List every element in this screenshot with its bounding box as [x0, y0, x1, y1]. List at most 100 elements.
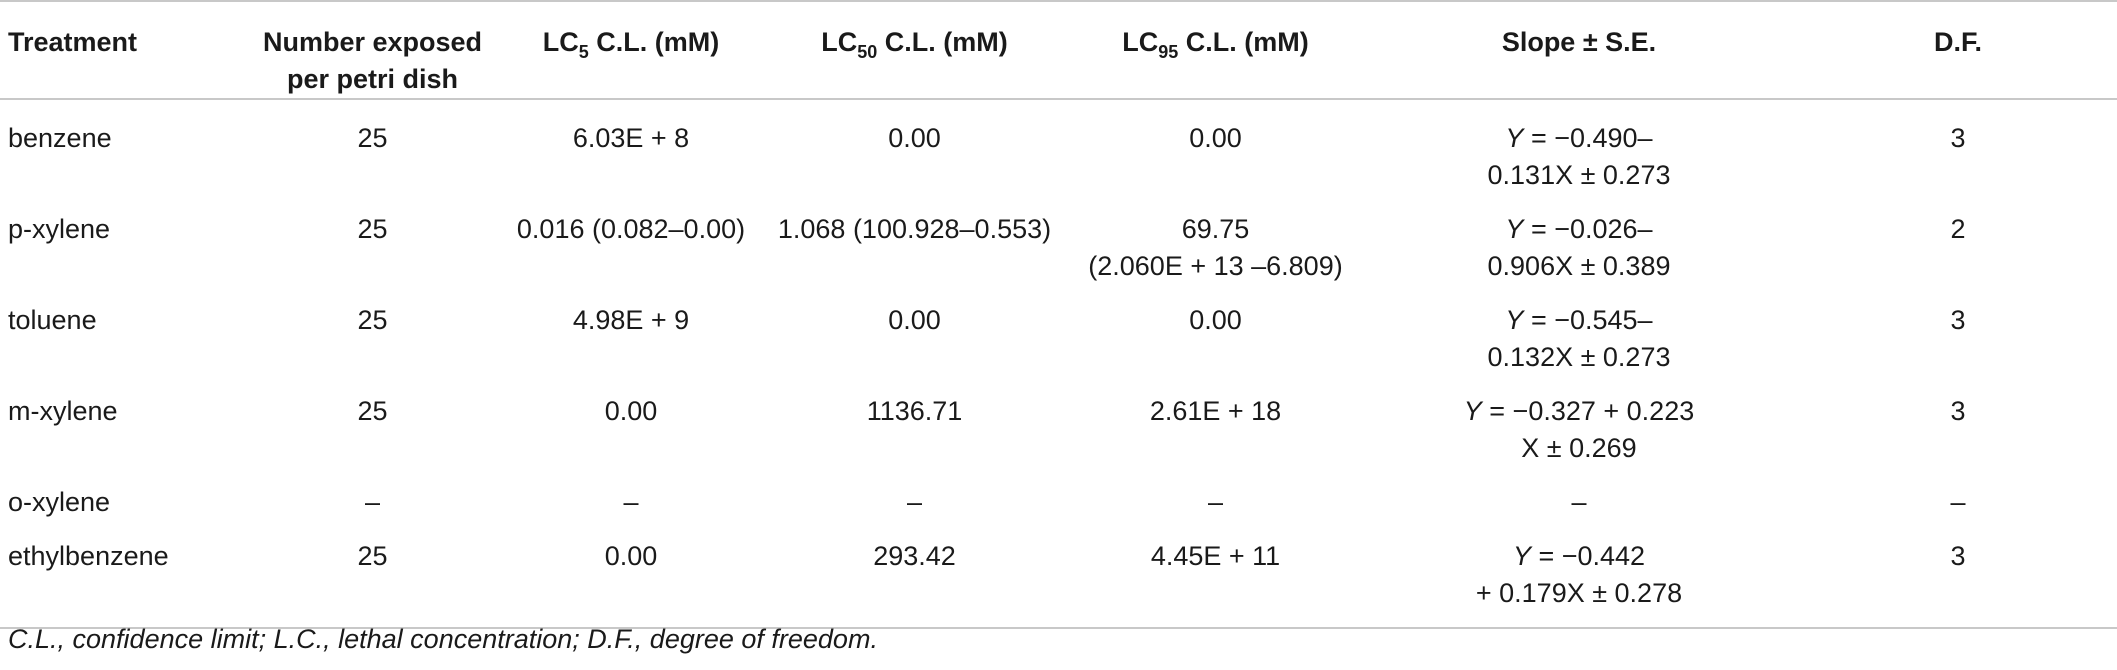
cell-lc95: 2.61E + 18	[1072, 376, 1359, 467]
cell-lc5: –	[505, 467, 757, 521]
slope-line1: Y = −0.490–	[1367, 120, 1791, 157]
lc50-value: 0.00	[888, 305, 941, 335]
slope-equation-part2: 0.132X ± 0.273	[1487, 342, 1671, 372]
cell-lc50: 1136.71	[757, 376, 1072, 467]
lc5-value: 0.00	[604, 396, 658, 426]
slope-line1: –	[1367, 484, 1791, 521]
cell-lc5: 0.00	[505, 376, 757, 467]
df-value: 2	[1950, 214, 1966, 244]
number-exposed-value: –	[364, 487, 381, 517]
treatment-name: ethylbenzene	[8, 541, 169, 571]
lc50-value: 1.068 (100.928–0.553)	[777, 214, 1052, 244]
table-header-row: Treatment Number exposed per petri dish …	[0, 0, 2117, 100]
slope-equation-part1: = −0.026–	[1523, 214, 1653, 244]
cell-number-exposed: 25	[240, 521, 505, 629]
lc50-value: 0.00	[888, 123, 941, 153]
slope-line1: Y = −0.442	[1367, 538, 1791, 575]
cell-lc95: 0.00	[1072, 285, 1359, 376]
slope-equation-part2: X ± 0.269	[1521, 433, 1637, 463]
cell-slope: –	[1359, 467, 1799, 521]
number-exposed-value: 25	[357, 305, 388, 335]
cell-lc5: 4.98E + 9	[505, 285, 757, 376]
treatment-name: toluene	[8, 305, 97, 335]
slope-equation-part1: = −0.490–	[1523, 123, 1653, 153]
table-row: toluene 25 4.98E + 9 0.00 0.00 Y = −0.545– 0.1…	[0, 285, 2117, 376]
header-lc50: LC50 C.L. (mM)	[757, 0, 1072, 100]
lc5-value: 6.03E + 8	[572, 123, 690, 153]
table-row: benzene 25 6.03E + 8 0.00 0.00 Y = −0.490– 0.1…	[0, 99, 2117, 194]
cell-df: 3	[1799, 285, 2117, 376]
cell-df: –	[1799, 467, 2117, 521]
table-row: o-xylene – – – – – –	[0, 467, 2117, 521]
header-lc95-prefix: LC	[1122, 27, 1159, 57]
slope-line1: Y = −0.327 + 0.223	[1367, 393, 1791, 430]
toxicity-table: Treatment Number exposed per petri dish …	[0, 0, 2117, 629]
cell-lc50: 0.00	[757, 285, 1072, 376]
df-value: 3	[1950, 396, 1966, 426]
slope-equation-part1: = −0.442	[1530, 541, 1646, 571]
slope-y-symbol: Y	[1512, 541, 1531, 571]
cell-lc50: 0.00	[757, 99, 1072, 194]
cell-lc50: 293.42	[757, 521, 1072, 629]
cell-df: 3	[1799, 376, 2117, 467]
header-lc5-suffix: C.L. (mM)	[588, 27, 720, 57]
df-value: 3	[1950, 541, 1966, 571]
slope-y-symbol: Y	[1505, 123, 1524, 153]
number-exposed-value: 25	[357, 541, 388, 571]
header-number-exposed-line1: Number exposed	[262, 27, 483, 57]
cell-treatment: o-xylene	[0, 467, 240, 521]
table-row: ethylbenzene 25 0.00 293.42 4.45E + 11 Y = −0…	[0, 521, 2117, 629]
cell-slope: Y = −0.545– 0.132X ± 0.273	[1359, 285, 1799, 376]
treatment-name: m-xylene	[8, 396, 118, 426]
lc95-value-line2: (2.060E + 13 –6.809)	[1088, 251, 1343, 281]
lc95-value-line1: 69.75	[1181, 214, 1250, 244]
slope-equation-part2: + 0.179X ± 0.278	[1475, 578, 1683, 608]
cell-slope: Y = −0.442 + 0.179X ± 0.278	[1359, 521, 1799, 629]
header-lc95-sub: 95	[1158, 42, 1179, 62]
cell-treatment: ethylbenzene	[0, 521, 240, 629]
data-table-container: Treatment Number exposed per petri dish …	[0, 0, 2117, 629]
cell-number-exposed: –	[240, 467, 505, 521]
lc50-value: –	[906, 487, 923, 517]
cell-lc95: –	[1072, 467, 1359, 521]
slope-equation-part1: = −0.327 + 0.223	[1481, 396, 1695, 426]
header-lc50-prefix: LC	[821, 27, 858, 57]
header-lc5: LC5 C.L. (mM)	[505, 0, 757, 100]
slope-y-symbol: Y	[1505, 214, 1524, 244]
cell-number-exposed: 25	[240, 376, 505, 467]
cell-slope: Y = −0.026– 0.906X ± 0.389	[1359, 194, 1799, 285]
lc50-value: 293.42	[873, 541, 956, 571]
cell-lc95: 4.45E + 11	[1072, 521, 1359, 629]
lc95-value-line1: –	[1207, 487, 1224, 517]
header-treatment: Treatment	[0, 0, 240, 100]
treatment-name: o-xylene	[8, 487, 111, 517]
slope-y-symbol: Y	[1505, 305, 1524, 335]
number-exposed-value: 25	[357, 396, 388, 426]
cell-lc5: 6.03E + 8	[505, 99, 757, 194]
slope-line1: Y = −0.026–	[1367, 211, 1791, 248]
cell-slope: Y = −0.327 + 0.223 X ± 0.269	[1359, 376, 1799, 467]
cell-slope: Y = −0.490– 0.131X ± 0.273	[1359, 99, 1799, 194]
table-row: p-xylene 25 0.016 (0.082–0.00) 1.068 (100.9…	[0, 194, 2117, 285]
slope-equation-part1: –	[1571, 487, 1587, 517]
cell-treatment: p-xylene	[0, 194, 240, 285]
slope-line1: Y = −0.545–	[1367, 302, 1791, 339]
header-slope: Slope ± S.E.	[1359, 0, 1799, 100]
lc95-value-line1: 2.61E + 18	[1149, 396, 1282, 426]
cell-number-exposed: 25	[240, 285, 505, 376]
cell-df: 3	[1799, 521, 2117, 629]
slope-equation-part2: 0.131X ± 0.273	[1487, 160, 1671, 190]
lc95-value-line1: 0.00	[1189, 123, 1242, 153]
cell-lc95: 0.00	[1072, 99, 1359, 194]
cell-lc50: 1.068 (100.928–0.553)	[757, 194, 1072, 285]
cell-number-exposed: 25	[240, 99, 505, 194]
cell-lc5: 0.016 (0.082–0.00)	[505, 194, 757, 285]
header-number-exposed: Number exposed per petri dish	[240, 0, 505, 100]
lc5-value: 0.00	[604, 541, 658, 571]
cell-treatment: toluene	[0, 285, 240, 376]
df-value: 3	[1950, 123, 1966, 153]
header-df: D.F.	[1799, 0, 2117, 100]
header-lc95: LC95 C.L. (mM)	[1072, 0, 1359, 100]
slope-equation-part2: 0.906X ± 0.389	[1487, 251, 1671, 281]
lc95-value-line1: 4.45E + 11	[1150, 541, 1281, 571]
